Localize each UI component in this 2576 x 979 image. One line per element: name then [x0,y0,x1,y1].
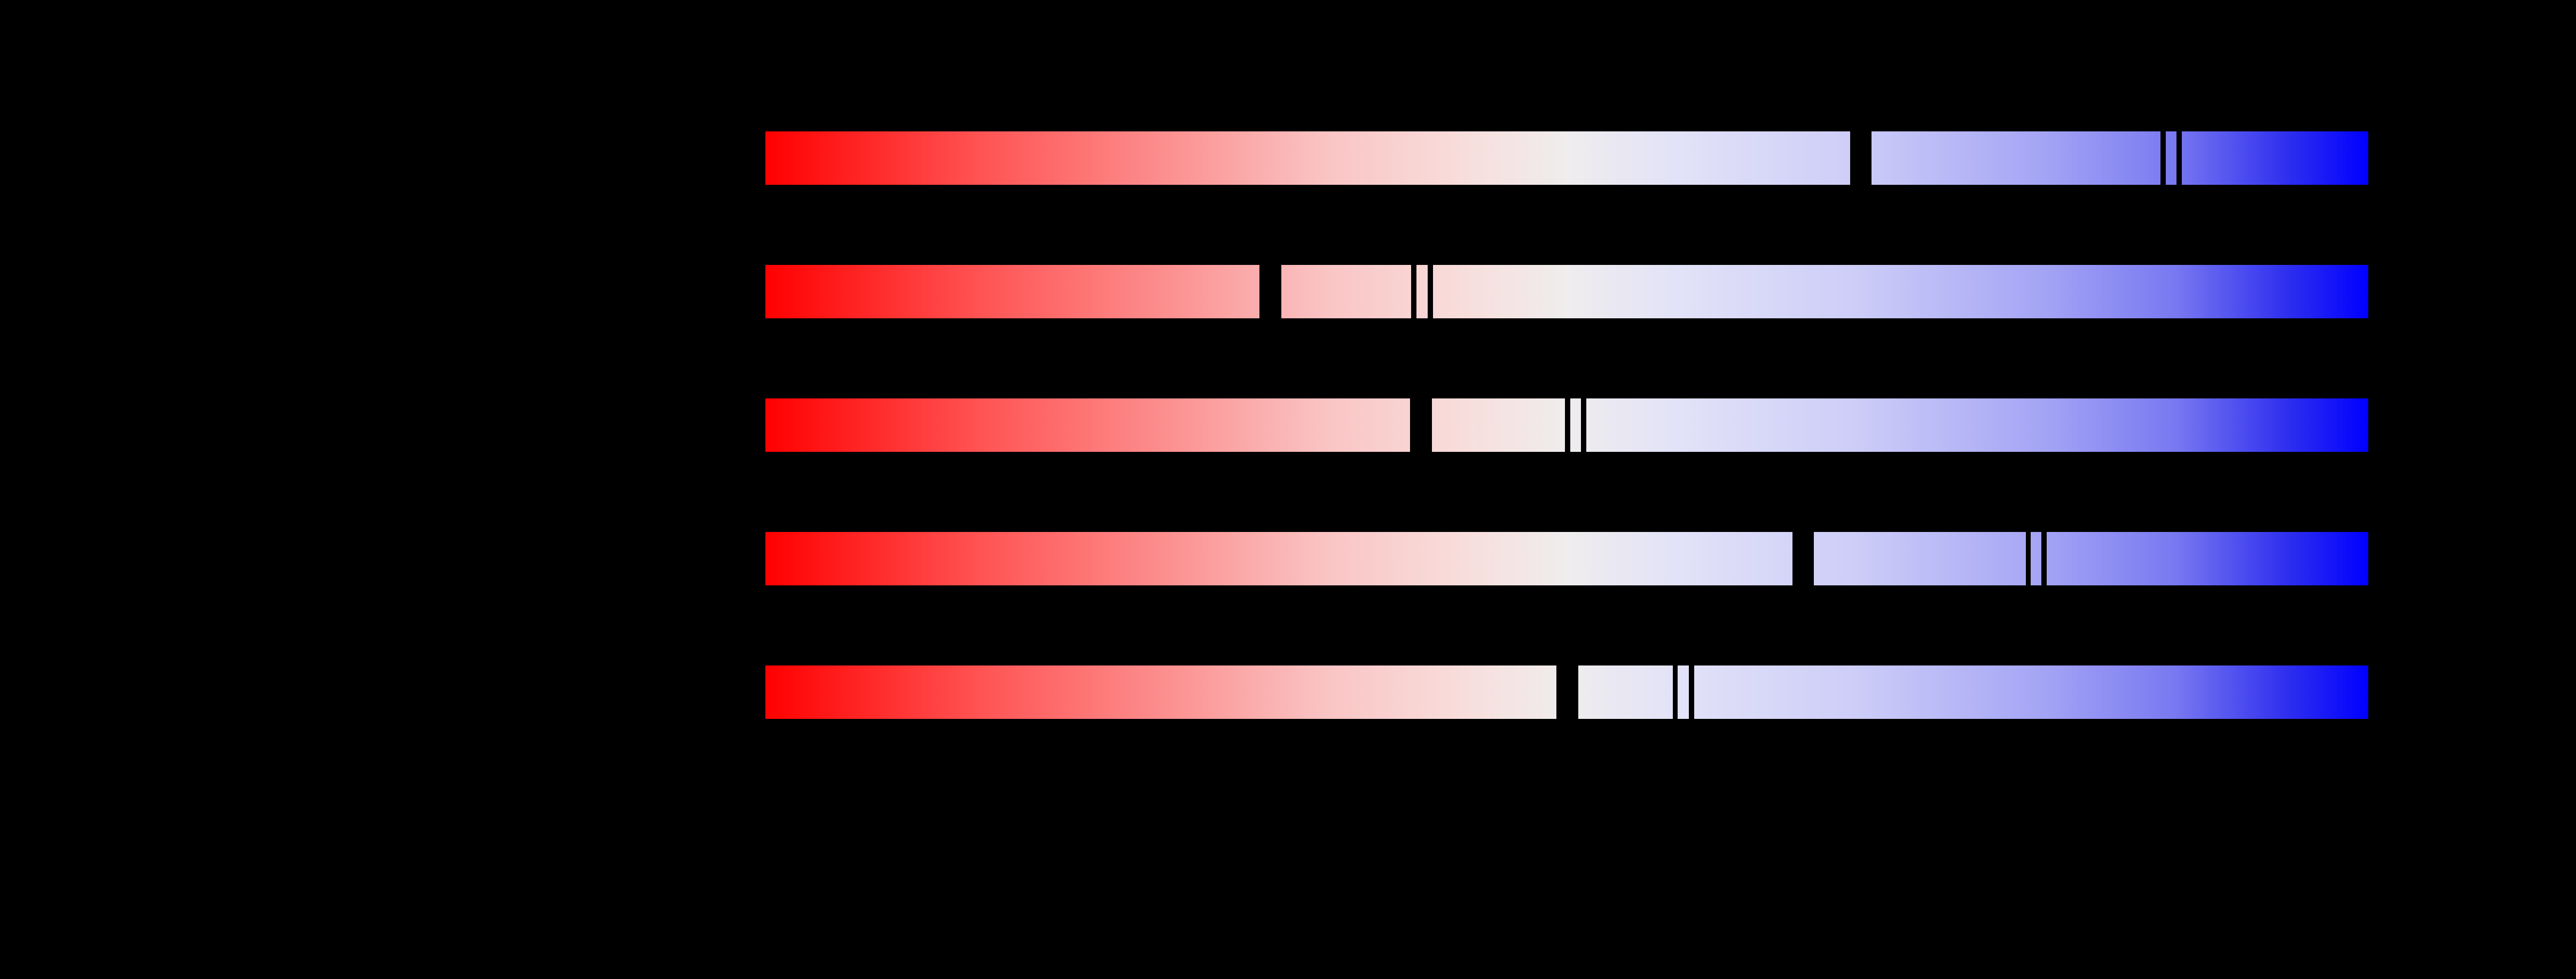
gap-marker-row-4 [1792,532,1814,585]
tick-marker-2-row-3 [1581,398,1586,452]
gradient-bar-4 [765,532,2368,585]
tick-marker-1-row-4 [2026,532,2031,585]
gradient-bar-3 [765,398,2368,452]
gap-marker-row-5 [1556,665,1578,719]
gradient-bar-5 [765,665,2368,719]
gradient-bar-1 [765,131,2368,185]
tick-marker-1-row-3 [1565,398,1570,452]
gap-marker-row-1 [1850,131,1872,185]
tick-marker-2-row-2 [1428,265,1433,318]
tick-marker-1-row-1 [2160,131,2166,185]
tick-marker-2-row-4 [2041,532,2047,585]
tick-marker-2-row-5 [1689,665,1694,719]
gap-marker-row-3 [1410,398,1432,452]
gradient-bar-2 [765,265,2368,318]
tick-marker-1-row-2 [1411,265,1416,318]
tick-marker-2-row-1 [2176,131,2182,185]
tick-marker-1-row-5 [1673,665,1678,719]
gap-marker-row-2 [1259,265,1281,318]
